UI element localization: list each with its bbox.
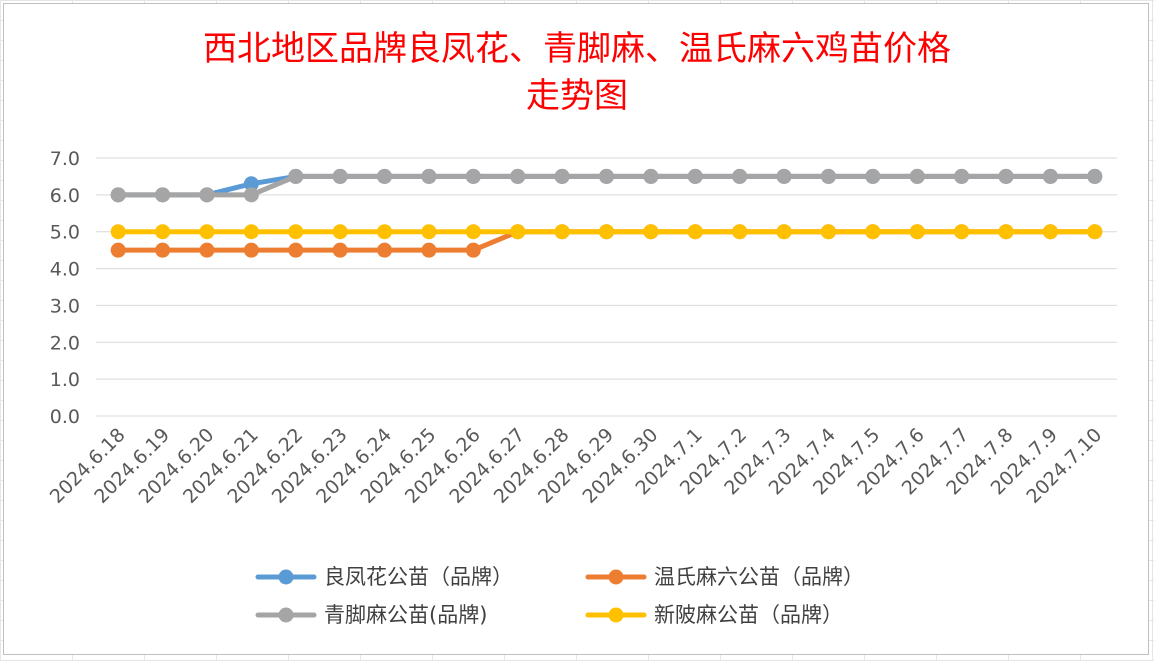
y-tick-label: 0.0 xyxy=(50,406,80,428)
data-point xyxy=(199,224,215,240)
legend-label: 青脚麻公苗(品牌) xyxy=(324,603,487,627)
data-point xyxy=(643,168,659,184)
data-point xyxy=(421,242,437,258)
chart-title-line-1: 西北地区品牌良凤花、青脚麻、温氏麻六鸡苗价格 xyxy=(203,29,951,69)
data-point xyxy=(332,242,348,258)
data-point xyxy=(110,242,126,258)
legend-swatch-marker xyxy=(278,569,294,585)
data-point xyxy=(643,224,659,240)
x-axis-ticks: 2024.6.182024.6.192024.6.202024.6.212024… xyxy=(46,424,1107,508)
data-point xyxy=(820,224,836,240)
data-point xyxy=(421,224,437,240)
gridlines xyxy=(96,157,1117,417)
data-point xyxy=(110,187,126,203)
data-point xyxy=(599,168,614,184)
chart-title-line-2: 走势图 xyxy=(526,76,628,116)
data-point xyxy=(377,224,393,240)
data-point xyxy=(243,224,259,240)
data-point xyxy=(243,187,259,203)
data-point xyxy=(199,187,215,203)
data-point xyxy=(155,187,171,203)
legend-swatch-marker xyxy=(608,569,624,585)
legend-swatch-marker xyxy=(608,607,624,623)
data-point xyxy=(510,224,526,240)
data-point xyxy=(998,168,1014,184)
data-point xyxy=(199,242,215,258)
data-point xyxy=(465,168,481,184)
legend-item-1: 温氏麻六公苗（品牌） xyxy=(585,565,864,589)
data-point xyxy=(510,168,526,184)
data-point xyxy=(110,224,126,240)
data-point xyxy=(377,168,393,184)
data-point xyxy=(1087,168,1103,184)
data-point xyxy=(288,224,304,240)
data-point xyxy=(865,224,881,240)
data-point xyxy=(465,224,481,240)
y-tick-label: 1.0 xyxy=(50,369,80,391)
data-point xyxy=(1042,168,1058,184)
data-point xyxy=(554,168,570,184)
y-tick-label: 7.0 xyxy=(50,148,80,170)
legend-label: 良凤花公苗（品牌） xyxy=(324,565,513,589)
data-point xyxy=(332,168,348,184)
data-point xyxy=(155,242,171,258)
data-point xyxy=(687,224,703,240)
data-point xyxy=(865,168,881,184)
data-point xyxy=(243,176,259,192)
data-point xyxy=(776,224,792,240)
data-point xyxy=(155,224,171,240)
data-point xyxy=(954,168,970,184)
legend-item-3: 新陂麻公苗（品牌） xyxy=(585,603,843,627)
data-point xyxy=(687,168,703,184)
data-point xyxy=(732,168,748,184)
y-axis-ticks: 0.0 1.0 2.0 3.0 4.0 5.0 6.0 7.0 xyxy=(50,148,80,428)
data-point xyxy=(954,224,970,240)
y-tick-label: 4.0 xyxy=(50,259,80,281)
legend-label: 温氏麻六公苗（品牌） xyxy=(654,565,864,589)
data-point xyxy=(554,224,570,240)
data-point xyxy=(1042,224,1058,240)
data-point xyxy=(288,168,304,184)
data-point xyxy=(288,242,304,258)
data-point xyxy=(1087,224,1103,240)
data-point xyxy=(421,168,437,184)
y-tick-label: 5.0 xyxy=(50,222,80,244)
series-3 xyxy=(110,224,1103,240)
legend-swatch-marker xyxy=(278,607,294,623)
legend-label: 新陂麻公苗（品牌） xyxy=(654,603,843,627)
legend[interactable]: 良凤花公苗（品牌） 温氏麻六公苗（品牌） 青脚麻公苗(品牌) 新陂麻公苗（品牌） xyxy=(255,565,864,627)
data-point xyxy=(998,224,1014,240)
data-point xyxy=(820,168,836,184)
legend-item-2: 青脚麻公苗(品牌) xyxy=(255,603,487,627)
legend-item-0: 良凤花公苗（品牌） xyxy=(255,565,513,589)
y-tick-label: 6.0 xyxy=(50,185,80,207)
data-point xyxy=(732,224,748,240)
data-point xyxy=(377,242,393,258)
data-point xyxy=(909,224,925,240)
data-point xyxy=(465,242,481,258)
series-2 xyxy=(110,168,1103,203)
chart-area[interactable] xyxy=(3,3,1149,655)
y-tick-label: 2.0 xyxy=(50,332,80,354)
data-point xyxy=(243,242,259,258)
data-point xyxy=(909,168,925,184)
data-point xyxy=(332,224,348,240)
data-point xyxy=(599,224,614,240)
y-tick-label: 3.0 xyxy=(50,295,80,317)
data-point xyxy=(776,168,792,184)
series-layer xyxy=(110,168,1103,258)
